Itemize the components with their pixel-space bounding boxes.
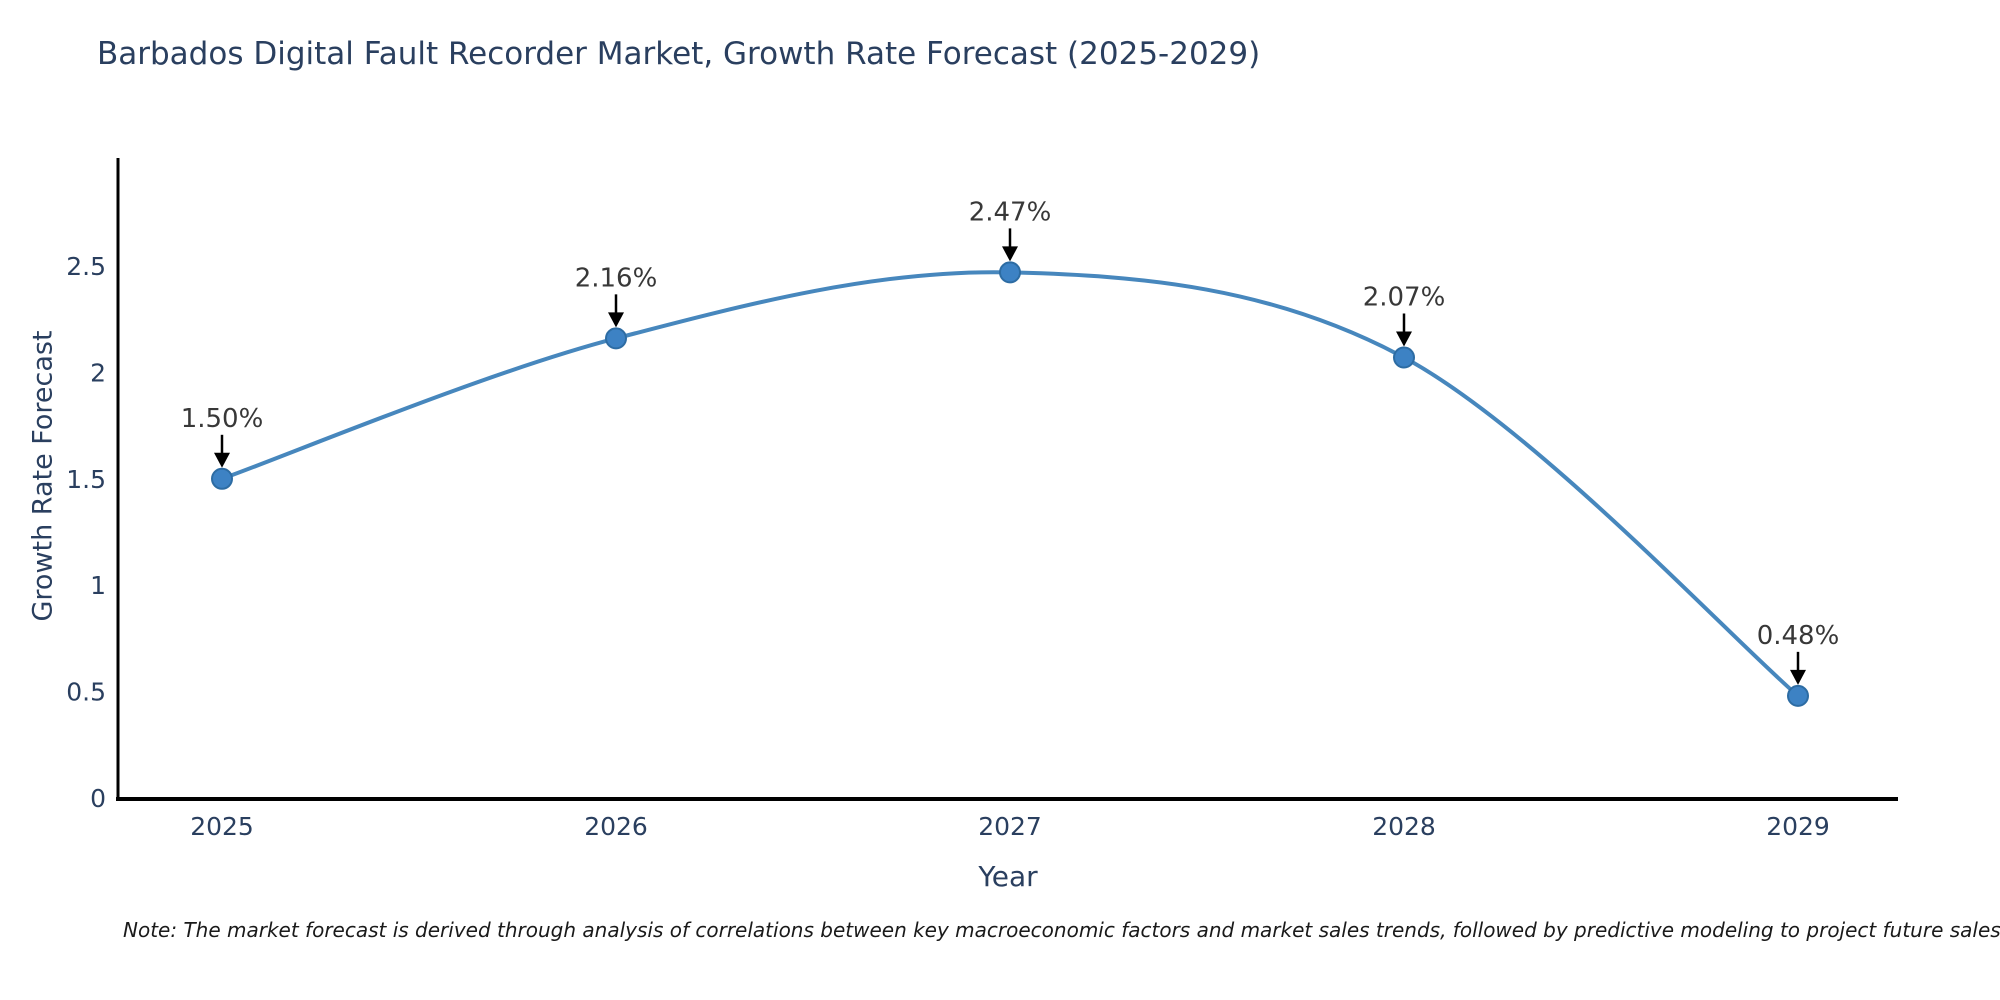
- annotation-arrow-head: [1396, 331, 1412, 347]
- annotation-arrow-head: [214, 452, 230, 468]
- data-point-marker: [999, 261, 1021, 284]
- y-tick-label: 0: [90, 784, 106, 813]
- x-tick-label: 2025: [190, 812, 254, 841]
- data-point-marker: [211, 467, 233, 490]
- annotation-label: 0.48%: [1757, 621, 1840, 651]
- annotation-label: 2.47%: [969, 197, 1052, 227]
- data-point-marker: [1787, 684, 1809, 707]
- data-point-marker: [1393, 346, 1415, 369]
- x-axis-title: Year: [978, 860, 1038, 893]
- x-tick-label: 2028: [1372, 812, 1436, 841]
- trend-line: [220, 270, 1800, 698]
- annotation-label: 1.50%: [181, 404, 264, 434]
- annotation-label: 2.07%: [1363, 283, 1446, 313]
- annotation-label: 2.16%: [575, 263, 658, 293]
- x-tick-label: 2026: [584, 812, 648, 841]
- y-tick-label: 2: [90, 358, 106, 387]
- annotation-arrow-head: [1002, 246, 1018, 262]
- y-tick-label: 0.5: [66, 678, 106, 707]
- annotation-arrow-head: [608, 312, 624, 328]
- y-tick-label: 1.5: [66, 465, 106, 494]
- annotation-arrow-head: [1790, 669, 1806, 685]
- y-tick-label: 1: [90, 571, 106, 600]
- y-tick-label: 2.5: [66, 252, 106, 281]
- data-point-marker: [605, 327, 627, 350]
- footnote: Note: The market forecast is derived thr…: [123, 918, 2000, 942]
- x-tick-label: 2029: [1766, 812, 1830, 841]
- chart-title: Barbados Digital Fault Recorder Market, …: [97, 36, 1261, 72]
- x-tick-label: 2027: [978, 812, 1042, 841]
